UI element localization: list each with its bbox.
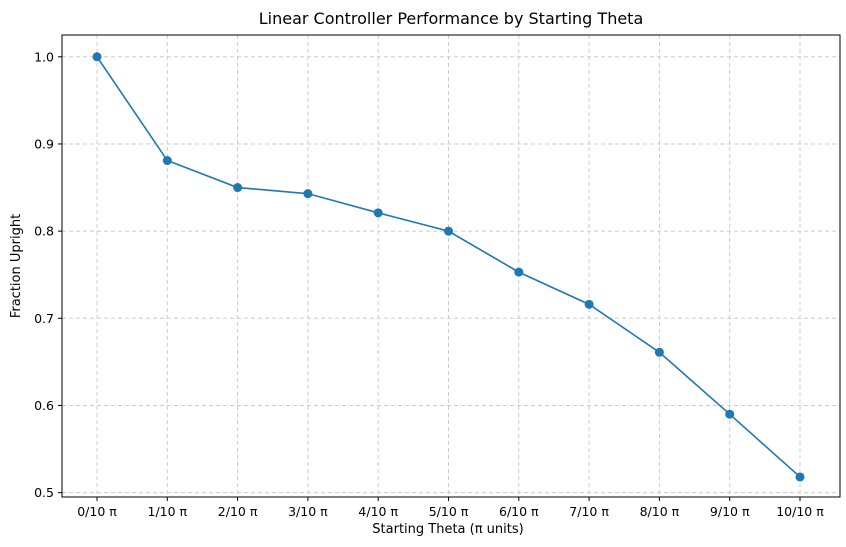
y-tick-label: 0.8 — [34, 224, 54, 239]
data-point — [584, 299, 594, 309]
x-tick-label: 8/10 π — [640, 504, 680, 519]
x-tick-label: 6/10 π — [499, 504, 539, 519]
data-point — [92, 52, 102, 62]
y-tick-label: 0.9 — [34, 136, 54, 151]
x-tick-label: 7/10 π — [569, 504, 609, 519]
y-tick-label: 0.7 — [34, 311, 54, 326]
data-point — [725, 409, 735, 419]
x-tick-label: 9/10 π — [710, 504, 750, 519]
y-tick-label: 1.0 — [34, 49, 54, 64]
data-point-layer — [92, 52, 805, 482]
data-point — [233, 183, 243, 193]
x-tick-label: 3/10 π — [288, 504, 328, 519]
plot-frame — [61, 34, 841, 498]
y-tick-label: 0.5 — [34, 485, 54, 500]
data-point — [444, 226, 453, 236]
chart-title: Linear Controller Performance by Startin… — [259, 9, 644, 28]
data-point — [162, 156, 172, 166]
y-axis-label: Fraction Upright — [9, 214, 24, 318]
x-tick-label: 5/10 π — [429, 504, 469, 519]
data-point — [303, 189, 313, 199]
x-axis: 0/10 π 1/10 π 2/10 π 3/10 π 4/10 π 5/10 π 6/10… — [77, 497, 824, 519]
x-tick-label: 1/10 π — [148, 504, 188, 519]
data-point — [514, 267, 524, 277]
x-tick-label: 10/10 π — [776, 504, 824, 519]
x-axis-label: Starting Theta (π units) — [372, 522, 523, 537]
data-point — [795, 472, 805, 482]
data-point — [654, 347, 664, 357]
x-tick-label: 4/10 π — [358, 504, 398, 519]
y-tick-label: 0.6 — [34, 398, 54, 413]
x-tick-label: 0/10 π — [77, 504, 117, 519]
x-tick-label: 2/10 π — [218, 504, 258, 519]
y-axis: 0.5 0.6 0.7 0.8 0.9 1.0 — [34, 49, 62, 500]
data-point — [373, 208, 383, 218]
